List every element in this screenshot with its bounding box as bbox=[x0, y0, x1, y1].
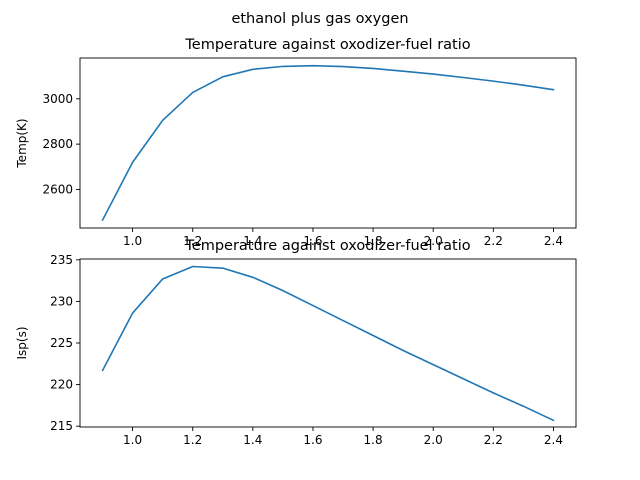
temp-y-tick-label: 2600 bbox=[42, 182, 73, 196]
temperature-subplot: 1.0 1.2 1.4 1.6 1.8 2.0 2.2 2.4 2600 2800 3000 Temp… bbox=[15, 37, 577, 248]
temp-y-tick-label: 2800 bbox=[42, 137, 73, 151]
isp-x-tick-label: 2.2 bbox=[484, 433, 503, 447]
isp-y-tick-label: 230 bbox=[50, 294, 73, 308]
isp-y-tick-label: 225 bbox=[50, 336, 73, 350]
temp-series-line bbox=[101, 64, 555, 222]
isp-series-line bbox=[101, 265, 555, 422]
temp-x-tick-label: 1.0 bbox=[123, 234, 142, 248]
isp-x-tick-label: 1.4 bbox=[243, 433, 262, 447]
isp-y-tick-label: 220 bbox=[50, 378, 73, 392]
temp-x-tick-label: 2.4 bbox=[544, 234, 563, 248]
isp-x-tick-label: 1.2 bbox=[183, 433, 202, 447]
isp-subplot: 1.0 1.2 1.4 1.6 1.8 2.0 2.2 2.4 215 220 225 230 235 T… bbox=[15, 238, 577, 447]
isp-y-tick-label: 235 bbox=[50, 253, 73, 267]
isp-x-tick-label: 2.4 bbox=[544, 433, 563, 447]
temp-y-tick-label: 3000 bbox=[42, 92, 73, 106]
temp-x-tick-label: 1.6 bbox=[303, 234, 322, 248]
isp-y-tick-label: 215 bbox=[50, 419, 73, 433]
isp-y-axis-label: Isp(s) bbox=[15, 326, 29, 359]
isp-x-tick-label: 2.0 bbox=[424, 433, 443, 447]
temp-y-axis-label: Temp(K) bbox=[15, 118, 29, 168]
temp-axes-frame bbox=[79, 57, 577, 229]
temp-x-tick-label: 1.4 bbox=[243, 234, 262, 248]
temp-x-tick-label: 2.0 bbox=[424, 234, 443, 248]
temp-x-tick-label: 1.2 bbox=[183, 234, 202, 248]
figure-suptitle: ethanol plus gas oxygen bbox=[231, 11, 408, 27]
isp-x-tick-label: 1.6 bbox=[303, 433, 322, 447]
isp-x-tick-label: 1.0 bbox=[123, 433, 142, 447]
temp-x-tick-label: 1.8 bbox=[364, 234, 383, 248]
temp-subplot-title: Temperature against oxodizer-fuel ratio bbox=[184, 37, 470, 53]
temp-x-tick-label: 2.2 bbox=[484, 234, 503, 248]
isp-subplot-title: Temperature against oxodizer-fuel ratio bbox=[184, 238, 470, 254]
isp-x-tick-label: 1.8 bbox=[364, 433, 383, 447]
